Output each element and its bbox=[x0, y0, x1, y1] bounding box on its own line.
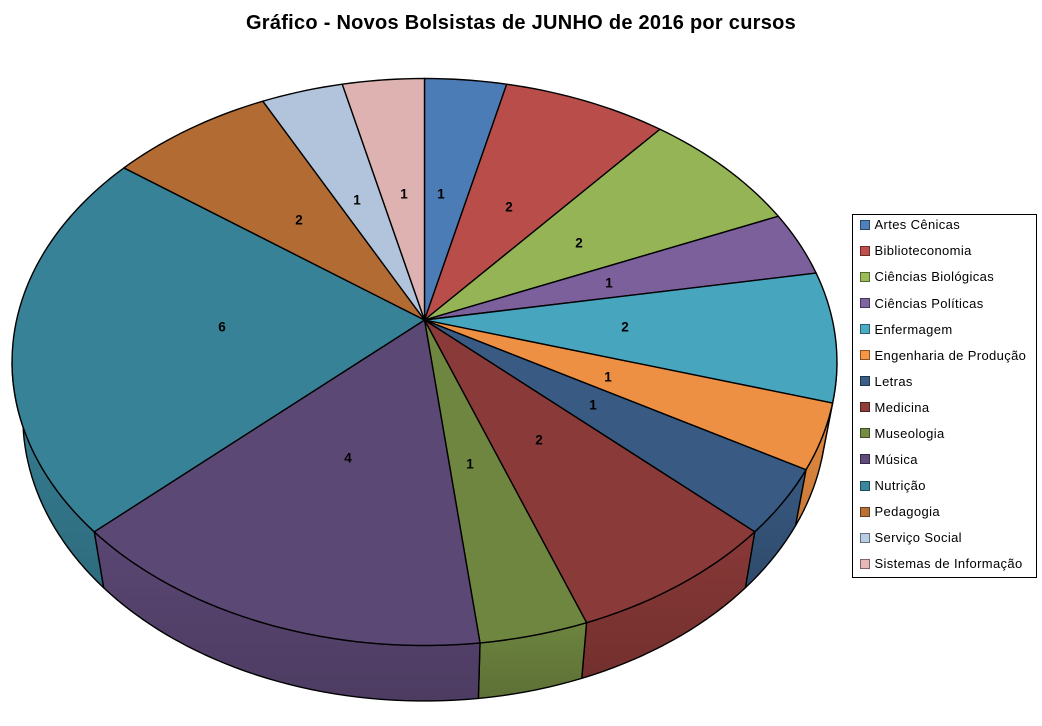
svg-text:2: 2 bbox=[295, 213, 303, 228]
svg-text:4: 4 bbox=[344, 451, 352, 466]
svg-text:1: 1 bbox=[400, 187, 408, 202]
svg-text:1: 1 bbox=[605, 276, 613, 291]
svg-text:2: 2 bbox=[505, 200, 513, 215]
svg-text:1: 1 bbox=[353, 193, 361, 208]
svg-text:1: 1 bbox=[437, 187, 445, 202]
svg-text:2: 2 bbox=[575, 236, 583, 251]
svg-text:2: 2 bbox=[535, 433, 543, 448]
svg-text:2: 2 bbox=[621, 320, 629, 335]
svg-text:1: 1 bbox=[604, 370, 612, 385]
svg-text:1: 1 bbox=[589, 398, 597, 413]
svg-text:6: 6 bbox=[218, 320, 226, 335]
svg-text:1: 1 bbox=[466, 457, 474, 472]
